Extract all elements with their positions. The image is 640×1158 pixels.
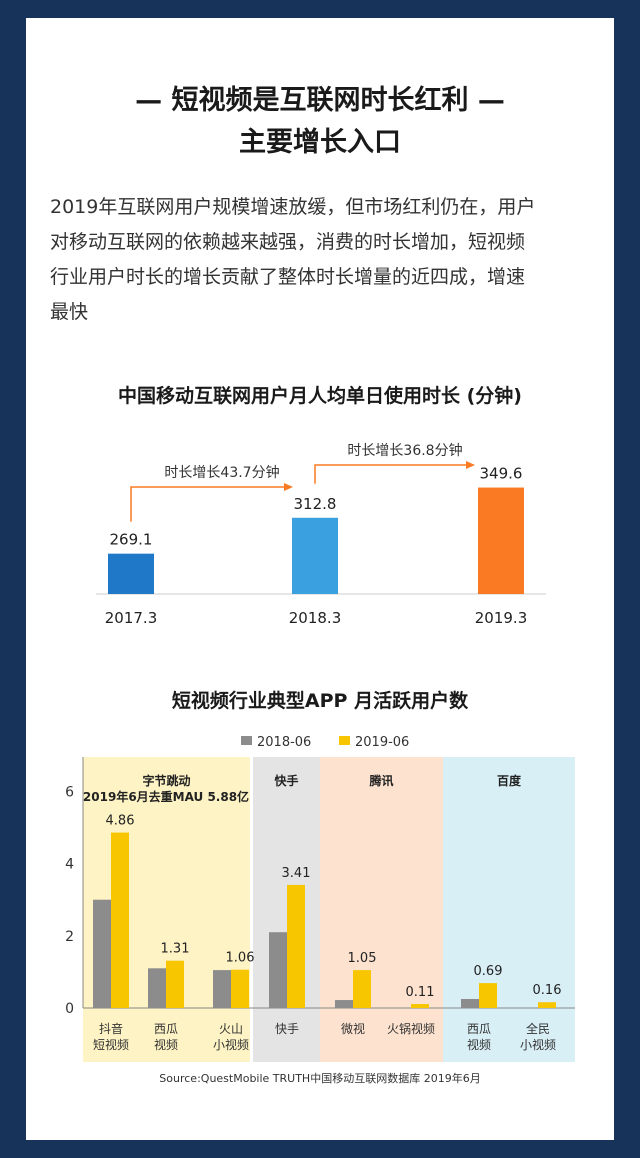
data-label: 312.8 bbox=[294, 495, 337, 513]
y-tick-label: 2 bbox=[65, 929, 74, 945]
group-name: 字节跳动 bbox=[142, 773, 190, 788]
bar-2018 bbox=[269, 932, 287, 1008]
y-tick-label: 0 bbox=[65, 1001, 74, 1017]
data-label: 269.1 bbox=[110, 531, 153, 549]
growth-annotation: 时长增长36.8分钟 bbox=[347, 442, 462, 459]
chart2-title: 短视频行业典型APP 月活跃用户数 bbox=[171, 690, 469, 712]
x-tick-label: 小视频 bbox=[520, 1037, 556, 1052]
bar-2019 bbox=[479, 983, 497, 1008]
usage-time-chart: 269.1 2017.3 312.8 2018.3 349.6 2019.3 时长增长43.… bbox=[96, 442, 546, 627]
group-note: 2019年6月去重MAU 5.88亿 bbox=[83, 789, 249, 804]
group-name: 百度 bbox=[497, 773, 522, 788]
bar-2019 bbox=[231, 969, 249, 1008]
data-label: 3.41 bbox=[282, 866, 311, 881]
group-background bbox=[253, 757, 320, 1062]
bar-2019 bbox=[287, 884, 305, 1008]
bar-2019 bbox=[411, 1004, 429, 1008]
x-tick-label: 西瓜 bbox=[154, 1022, 178, 1036]
group-background bbox=[443, 757, 575, 1062]
legend-label: 2019-06 bbox=[355, 735, 409, 750]
bar-2018 bbox=[461, 998, 479, 1008]
x-tick-label: 视频 bbox=[467, 1037, 491, 1052]
page-title-line1: — 短视频是互联网时长红利 — bbox=[135, 85, 505, 116]
x-tick-label: 2019.3 bbox=[475, 609, 528, 627]
x-tick-label: 2018.3 bbox=[289, 609, 342, 627]
x-tick-label: 火山 bbox=[219, 1022, 243, 1036]
x-tick-label: 小视频 bbox=[213, 1037, 249, 1052]
data-label: 349.6 bbox=[480, 465, 523, 483]
y-tick-label: 4 bbox=[65, 857, 74, 873]
data-label: 1.31 bbox=[161, 942, 190, 957]
x-tick-label: 抖音 bbox=[99, 1021, 123, 1036]
bar-2019 bbox=[353, 970, 371, 1008]
bar bbox=[108, 553, 154, 594]
intro-paragraph: 2019年互联网用户规模增速放缓，但市场红利仍在，用户 对移动互联网的依赖越来越… bbox=[50, 190, 598, 330]
data-label: 1.05 bbox=[348, 951, 377, 966]
data-label: 4.86 bbox=[106, 814, 135, 829]
data-label: 0.16 bbox=[533, 983, 562, 998]
bar-2018 bbox=[335, 1000, 353, 1008]
source-note: Source:QuestMobile TRUTH中国移动互联网数据库 2019年… bbox=[159, 1071, 480, 1085]
group-name: 快手 bbox=[274, 773, 298, 788]
intro-line: 对移动互联网的依赖越来越强，消费的时长增加，短视频 bbox=[50, 231, 526, 253]
x-tick-label: 视频 bbox=[154, 1037, 178, 1052]
bar-2019 bbox=[111, 832, 129, 1008]
bar bbox=[478, 487, 524, 594]
x-tick-label: 全民 bbox=[526, 1021, 550, 1036]
y-tick-label: 6 bbox=[65, 784, 74, 800]
legend-swatch bbox=[241, 736, 252, 745]
chart1-title: 中国移动互联网用户月人均单日使用时长 (分钟) bbox=[118, 385, 522, 407]
intro-line: 2019年互联网用户规模增速放缓，但市场红利仍在，用户 bbox=[50, 196, 536, 218]
data-label: 0.11 bbox=[406, 985, 435, 1000]
bar-2019 bbox=[538, 1002, 556, 1008]
page-title-line2: 主要增长入口 bbox=[239, 127, 401, 158]
bar-2019 bbox=[166, 960, 184, 1008]
legend-label: 2018-06 bbox=[257, 735, 311, 750]
growth-arrow bbox=[314, 464, 467, 484]
x-tick-label: 2017.3 bbox=[105, 609, 158, 627]
bar-2018 bbox=[213, 970, 231, 1008]
arrow-head bbox=[284, 483, 293, 491]
bar-2018 bbox=[93, 899, 111, 1008]
growth-annotation: 时长增长43.7分钟 bbox=[164, 464, 279, 481]
data-label: 1.06 bbox=[226, 951, 255, 966]
legend-swatch bbox=[339, 736, 350, 745]
x-tick-label: 短视频 bbox=[93, 1037, 129, 1052]
x-tick-label: 快手 bbox=[275, 1022, 299, 1036]
intro-line: 最快 bbox=[50, 301, 89, 323]
growth-arrow bbox=[130, 486, 285, 522]
data-label: 0.69 bbox=[474, 964, 503, 979]
intro-line: 行业用户时长的增长贡献了整体时长增量的近四成，增速 bbox=[50, 266, 526, 288]
x-tick-label: 火锅视频 bbox=[387, 1021, 435, 1036]
arrow-head bbox=[466, 461, 475, 469]
x-tick-label: 微视 bbox=[341, 1021, 365, 1036]
bar bbox=[292, 517, 338, 594]
bar-2018 bbox=[148, 968, 166, 1008]
x-tick-label: 西瓜 bbox=[467, 1022, 491, 1036]
group-name: 腾讯 bbox=[368, 773, 393, 788]
group-background bbox=[320, 757, 443, 1062]
